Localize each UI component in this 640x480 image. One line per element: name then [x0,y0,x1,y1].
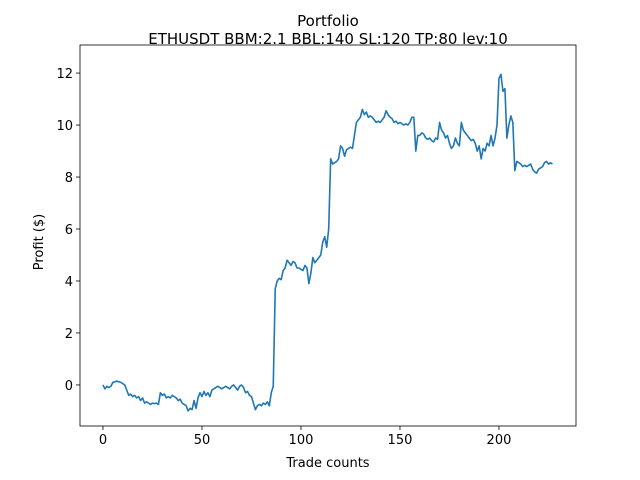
y-tick-label: 10 [56,119,73,134]
plot-frame [79,44,577,427]
chart-title: Portfolio [297,12,359,30]
y-tick-label: 6 [65,223,73,238]
x-tick-label: 200 [487,433,512,448]
y-tick-label: 12 [56,67,73,82]
y-axis-label: Profit ($) [32,214,47,270]
x-tick-label: 50 [194,433,211,448]
y-tick-label: 0 [65,379,73,394]
x-axis-label: Trade counts [285,456,369,471]
y-tick-label: 4 [65,275,73,290]
chart-subtitle: ETHUSDT BBM:2.1 BBL:140 SL:120 TP:80 lev… [148,30,508,48]
x-tick-label: 0 [99,433,107,448]
y-tick-label: 2 [65,327,73,342]
y-tick-label: 8 [65,171,73,186]
x-tick-label: 100 [289,433,314,448]
data-line [102,73,553,412]
x-tick-label: 150 [388,433,413,448]
